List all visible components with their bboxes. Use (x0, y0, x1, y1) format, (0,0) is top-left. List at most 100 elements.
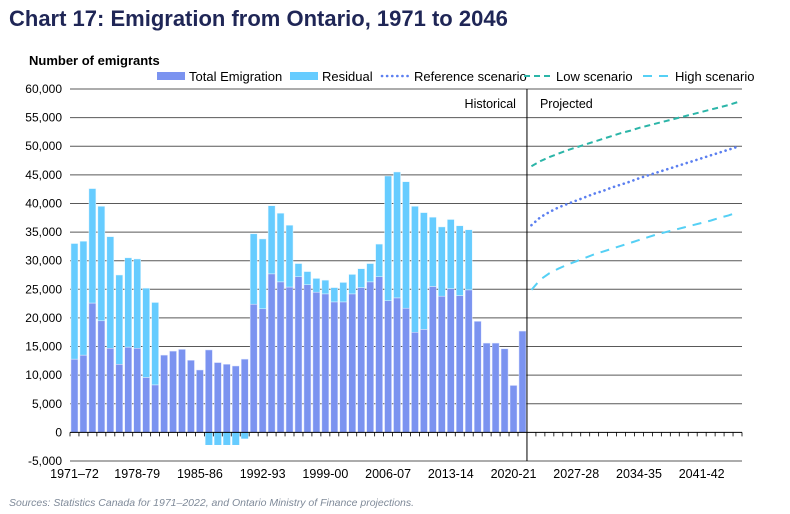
bar-total-emigration (70, 358, 79, 433)
bar-residual (70, 243, 79, 360)
bar-total-emigration (393, 297, 401, 433)
y-tick-label: 25,000 (25, 282, 62, 296)
bar-total-emigration (169, 350, 177, 433)
bar-total-emigration (285, 286, 294, 433)
bar-residual (366, 263, 374, 283)
bar-total-emigration (187, 360, 195, 433)
x-tick-label: 2027-28 (553, 467, 599, 481)
bar-total-emigration (402, 307, 410, 433)
bar-total-emigration (473, 321, 482, 433)
bar-residual (375, 243, 383, 277)
projected-label: Projected (540, 97, 593, 111)
bar-residual (402, 181, 410, 309)
chart-title: Chart 17: Emigration from Ontario, 1971 … (9, 6, 508, 31)
bar-residual (429, 216, 437, 287)
bar-total-emigration (142, 377, 150, 433)
bar-residual (241, 432, 249, 439)
bar-residual (384, 175, 392, 302)
line-low-scenario (530, 101, 738, 168)
x-tick-label: 2006-07 (365, 467, 411, 481)
y-tick-label: 0 (55, 425, 62, 439)
bar-residual (88, 188, 97, 304)
bar-residual (456, 225, 464, 296)
bar-residual (312, 278, 321, 293)
x-tick-label: 1978-79 (114, 467, 160, 481)
bar-residual (258, 238, 267, 310)
bar-total-emigration (438, 295, 446, 433)
y-tick-label: 30,000 (25, 254, 62, 268)
x-tick-label: 2041-42 (679, 467, 725, 481)
bar-residual (106, 236, 115, 349)
bar-total-emigration (420, 329, 428, 433)
bar-total-emigration (447, 288, 455, 433)
bar-total-emigration (232, 365, 240, 433)
bar-total-emigration (312, 291, 321, 433)
bar-residual (133, 258, 141, 349)
bar-residual (115, 274, 124, 365)
bar-residual (339, 282, 348, 303)
bar-total-emigration (115, 364, 124, 433)
bar-residual (420, 212, 428, 330)
bar-total-emigration (294, 276, 303, 433)
bar-residual (276, 212, 285, 283)
y-tick-label: 5,000 (32, 397, 62, 411)
bar-residual (303, 271, 312, 285)
legend-swatch-residual (290, 72, 318, 80)
legend-label-reference-scenario: Reference scenario (414, 69, 527, 84)
bar-residual (321, 279, 330, 295)
y-axis-label: Number of emigrants (29, 53, 160, 68)
bar-total-emigration (456, 295, 464, 433)
bar-total-emigration (482, 342, 491, 433)
bar-total-emigration (509, 385, 518, 433)
x-tick-label: 2013-14 (428, 467, 474, 481)
bar-total-emigration (464, 289, 473, 433)
bar-total-emigration (366, 281, 374, 433)
bar-residual (285, 224, 294, 288)
bar-residual (205, 432, 213, 445)
x-tick-label: 1999-00 (302, 467, 348, 481)
legend-label-residual: Residual (322, 69, 373, 84)
bar-residual (142, 287, 150, 378)
bar-residual (267, 205, 276, 275)
bar-residual (124, 257, 132, 348)
bar-total-emigration (178, 349, 186, 433)
x-tick-label: 1992-93 (240, 467, 286, 481)
bar-residual (357, 268, 365, 288)
bar-total-emigration (518, 330, 527, 433)
x-tick-label: 1985-86 (177, 467, 223, 481)
legend-label-total-emigration: Total Emigration (189, 69, 282, 84)
bar-total-emigration (79, 354, 88, 433)
y-tick-label: 35,000 (25, 225, 62, 239)
bar-total-emigration (357, 287, 365, 433)
legend-swatch-total-emigration (157, 72, 185, 80)
bar-total-emigration (214, 362, 222, 433)
bar-total-emigration (411, 331, 419, 433)
y-tick-label: 20,000 (25, 311, 62, 325)
bar-total-emigration (384, 300, 392, 433)
y-tick-label: -5,000 (28, 454, 62, 468)
legend-label-low-scenario: Low scenario (556, 69, 633, 84)
y-tick-label: 50,000 (25, 139, 62, 153)
bar-total-emigration (267, 273, 276, 433)
bar-total-emigration (500, 348, 509, 433)
bar-residual (232, 432, 240, 445)
bar-total-emigration (88, 302, 97, 433)
bar-total-emigration (223, 364, 231, 433)
bar-residual (411, 206, 419, 333)
bar-residual (97, 206, 106, 322)
bar-total-emigration (249, 303, 258, 433)
y-tick-label: 10,000 (25, 368, 62, 382)
bar-total-emigration (97, 320, 106, 433)
bar-total-emigration (348, 293, 356, 433)
bar-total-emigration (133, 348, 141, 433)
bar-residual (214, 432, 222, 445)
legend-label-high-scenario: High scenario (675, 69, 755, 84)
bar-residual (249, 233, 258, 305)
y-tick-label: 55,000 (25, 111, 62, 125)
bar-residual (79, 240, 88, 356)
bar-total-emigration (375, 276, 383, 433)
bar-total-emigration (240, 358, 249, 433)
bar-total-emigration (321, 293, 330, 433)
bar-residual (330, 287, 339, 303)
